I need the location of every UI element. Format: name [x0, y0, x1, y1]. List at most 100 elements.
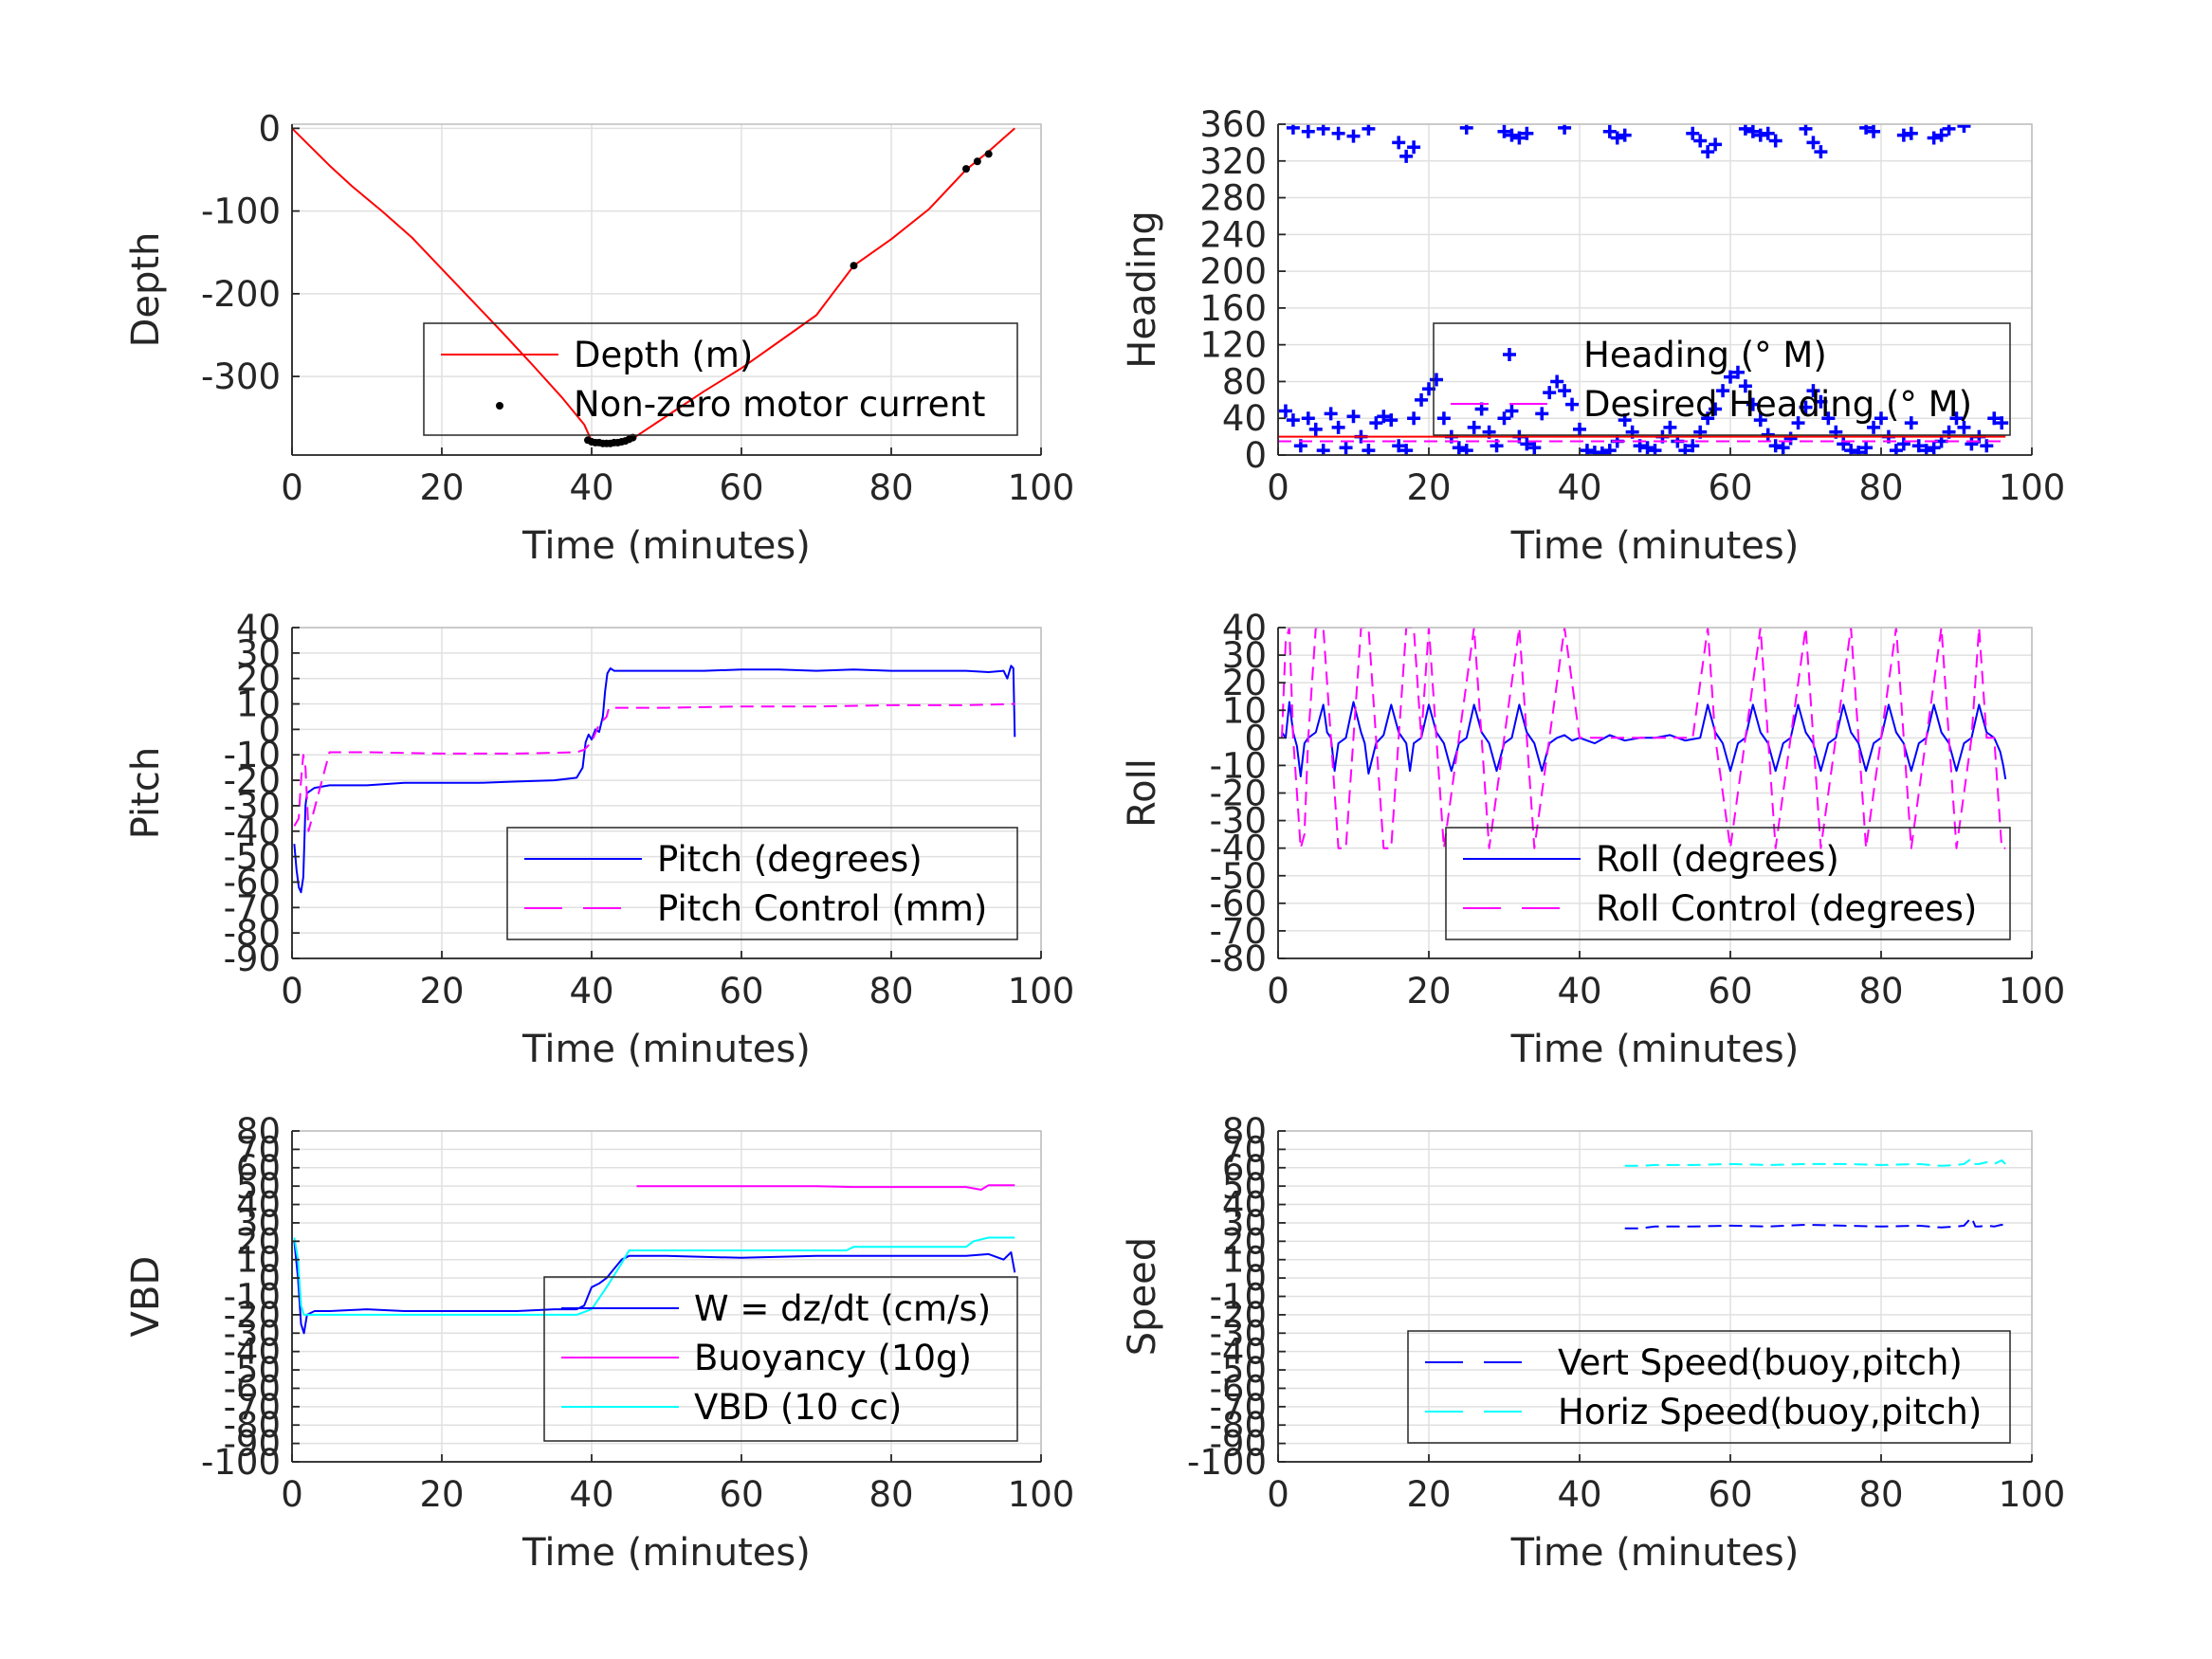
y-tick-label: -70 — [1210, 1387, 1267, 1428]
data-point — [1896, 128, 1910, 142]
data-point — [1520, 437, 1534, 451]
y-tick-label: 120 — [1199, 325, 1267, 366]
x-tick-label: 40 — [1557, 971, 1601, 1012]
data-point — [1783, 431, 1798, 446]
data-point — [1392, 439, 1406, 453]
legend-label: W = dz/dt (cm/s) — [694, 1288, 991, 1329]
data-point — [1806, 384, 1820, 398]
legend-marker — [496, 402, 503, 410]
data-point — [1663, 420, 1677, 434]
y-tick-label: -100 — [201, 191, 281, 232]
y-axis-label: Roll — [1121, 758, 1164, 828]
data-point — [1814, 394, 1828, 409]
x-tick-label: 100 — [1008, 1474, 1075, 1515]
x-tick-label: 60 — [1708, 1474, 1752, 1515]
y-tick-label: 20 — [1222, 1221, 1267, 1262]
data-point — [1701, 145, 1715, 159]
legend-label: Roll Control (degrees) — [1596, 888, 1977, 929]
data-point — [1331, 420, 1345, 434]
y-tick-label: 40 — [1222, 398, 1267, 439]
x-tick-label: 80 — [1858, 467, 1903, 508]
y-tick-label: -80 — [1210, 1405, 1267, 1446]
y-tick-label: -10 — [1210, 745, 1267, 786]
y-tick-label: -200 — [201, 274, 281, 315]
data-point — [1459, 124, 1473, 135]
x-tick-label: 20 — [419, 467, 464, 508]
y-tick-label: 30 — [1222, 635, 1267, 676]
y-tick-label: -80 — [1210, 939, 1267, 979]
series-line-vert-speed-buoy-pitch — [1624, 1216, 2006, 1230]
y-tick-label: -50 — [1210, 856, 1267, 897]
y-tick-label: 30 — [236, 1203, 281, 1244]
series-line-roll-control-degrees — [1281, 628, 2006, 849]
legend-box — [543, 1276, 1018, 1442]
data-point — [1867, 124, 1881, 138]
data-point — [1436, 411, 1451, 426]
y-tick-label: 40 — [1222, 1185, 1267, 1226]
data-point — [1331, 126, 1345, 140]
y-axis-label: Heading — [1121, 210, 1164, 368]
data-layer — [293, 1184, 1016, 1335]
y-axis-label: Speed — [1121, 1237, 1164, 1356]
data-point — [1467, 420, 1481, 434]
data-point — [1995, 416, 2009, 430]
data-point — [1957, 420, 1971, 434]
y-tick-label: -30 — [224, 786, 281, 827]
series-line-horiz-speed-buoy-pitch — [1624, 1158, 2006, 1167]
y-tick-label: 50 — [1222, 1166, 1267, 1207]
data-point — [1957, 124, 1971, 133]
y-tick-label: 0 — [1244, 718, 1267, 758]
legend: Pitch (degrees) Pitch Control (mm) — [506, 827, 1018, 940]
y-tick-label: -60 — [1210, 884, 1267, 924]
y-tick-label: 40 — [236, 1185, 281, 1226]
legend-box — [1407, 1330, 2011, 1444]
legend-label: Vert Speed(buoy,pitch) — [1558, 1342, 1963, 1383]
legend-label: Non-zero motor current — [574, 384, 985, 425]
y-tick-label: -60 — [224, 1368, 281, 1409]
y-tick-label: -20 — [224, 760, 281, 801]
legend-label: Depth (m) — [574, 335, 753, 375]
data-point — [1965, 437, 1979, 451]
data-layer — [1278, 124, 2009, 455]
legend: Depth (m) Non-zero motor current — [423, 322, 1018, 436]
x-tick-label: 60 — [719, 1474, 763, 1515]
x-tick-label: 40 — [1557, 467, 1601, 508]
y-tick-label: -90 — [1210, 1424, 1267, 1465]
x-tick-label: 80 — [868, 467, 913, 508]
data-point — [1934, 128, 1948, 142]
y-tick-label: 60 — [1222, 1148, 1267, 1189]
data-point — [1753, 413, 1767, 428]
data-point — [1558, 384, 1572, 398]
data-point — [1520, 126, 1534, 140]
data-point — [1497, 411, 1511, 426]
y-tick-label: 280 — [1199, 178, 1267, 219]
series-line-pitch-control-mm — [293, 702, 1015, 832]
data-point — [1852, 446, 1866, 455]
data-point — [1799, 400, 1813, 414]
x-tick-label: 100 — [1008, 467, 1075, 508]
data-point — [1730, 365, 1745, 379]
y-tick-label: 30 — [1222, 1203, 1267, 1244]
y-tick-label: -100 — [201, 1442, 281, 1483]
data-point — [1859, 441, 1874, 455]
x-tick-label: 20 — [419, 971, 464, 1012]
data-point — [962, 165, 970, 173]
data-point — [1791, 416, 1805, 430]
legend-box — [423, 322, 1018, 436]
legend-label: Heading (° M) — [1583, 335, 1827, 375]
x-tick-label: 60 — [719, 971, 763, 1012]
legend: Vert Speed(buoy,pitch) Horiz Speed(buoy,p… — [1407, 1330, 2011, 1444]
y-tick-label: 80 — [1222, 1111, 1267, 1152]
data-layer — [1624, 1158, 2006, 1230]
x-tick-label: 40 — [569, 467, 613, 508]
y-tick-label: 80 — [1222, 361, 1267, 402]
y-tick-label: -20 — [224, 1295, 281, 1336]
x-tick-label: 0 — [1267, 467, 1289, 508]
data-point — [1558, 124, 1572, 135]
x-axis-label: Time (minutes) — [521, 524, 811, 568]
legend-marker — [1503, 348, 1516, 361]
y-tick-label: 0 — [258, 709, 281, 750]
y-axis-label: Depth — [124, 232, 168, 348]
y-tick-label: -70 — [1210, 911, 1267, 952]
depth-panel: 0 20 40 60 80 100 0 -100 -200 -300 Time (minutes) D… — [124, 108, 1074, 568]
